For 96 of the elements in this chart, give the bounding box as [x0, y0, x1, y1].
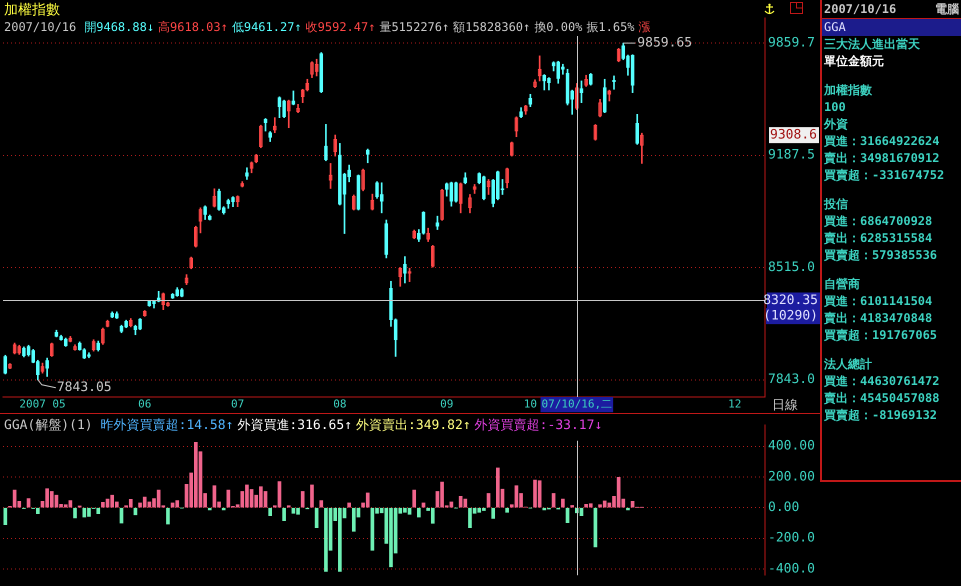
annotation: 漲 [638, 20, 651, 34]
x-tick-label: 06 [138, 397, 152, 410]
text: 買進：6864700928 [823, 213, 934, 230]
bar [588, 503, 593, 508]
chart-title: 加權指數 [4, 1, 60, 19]
bar [422, 502, 426, 508]
text: 買賣超：191767065 [823, 327, 938, 344]
y-tick-label: 400.00 [768, 438, 815, 454]
annotation: 昨外資買賣超:14.58↑ [100, 418, 234, 433]
y-tick-label: 0.00 [768, 500, 800, 516]
bar [282, 508, 286, 522]
text: 100 [823, 99, 847, 116]
annotation: 額15828360↑ [453, 20, 530, 34]
x-tick-label: 12 [728, 397, 742, 410]
bar [166, 508, 170, 524]
annotation: 低9461.27↑ [232, 20, 302, 34]
annotation: 9859.65 [637, 35, 692, 50]
bar [128, 499, 133, 508]
annotation: 7843.05 [56, 380, 112, 396]
text: 買賣超：-81969132 [823, 407, 938, 424]
x-tick-label: 2007 05 [19, 397, 66, 410]
y-tick-label: -200.0 [768, 530, 815, 546]
text: 投信 [822, 196, 849, 213]
bar [314, 508, 318, 528]
annotation: 外資買賣超:-33.17↓ [474, 418, 602, 433]
text: 自營商 [823, 276, 861, 293]
text: 2007/10/16 [824, 2, 896, 16]
bar [319, 500, 324, 508]
bar [561, 498, 565, 508]
annotation: (10290) [763, 308, 818, 324]
text: 單位金額元 [823, 53, 885, 70]
bar [73, 508, 77, 518]
bar [366, 492, 370, 508]
bar [477, 508, 482, 513]
text: GGA [822, 19, 961, 36]
bar [412, 490, 416, 508]
annotation: 量5152276↑ [379, 20, 450, 34]
text: 賣出：4183470848 [823, 310, 934, 327]
bar [310, 484, 314, 508]
bar [486, 493, 490, 508]
annotation: 外資買進:316.65↑ [237, 418, 352, 433]
bar [417, 508, 421, 518]
bar [594, 508, 598, 548]
y-tick-label: -400.0 [768, 561, 815, 576]
y-tick-label: 9859.7 [768, 35, 815, 50]
text: 法人總計 [823, 356, 873, 373]
annotation: 2007/10/16 [4, 20, 76, 34]
text: 買賣超：579385536 [823, 247, 938, 264]
bar [570, 505, 574, 508]
bar [175, 500, 180, 508]
text: 賣出：6285315584 [823, 230, 934, 247]
y-tick-label: 200.00 [768, 469, 815, 484]
text: 買進：6101141504 [823, 293, 934, 310]
x-tick-label: 10 [524, 397, 537, 410]
text: 買進：31664922624 [823, 133, 940, 150]
text: 9308.6 [770, 127, 817, 142]
x-tick-label: 08 [333, 397, 346, 410]
bar [491, 508, 496, 519]
bar [347, 502, 351, 508]
text: 電腦 [935, 0, 959, 18]
text: 三大法人進出當天 [823, 36, 921, 53]
bar [268, 508, 272, 516]
bar [566, 508, 570, 524]
annotation: 換0.00% [534, 20, 582, 34]
y-tick-label: 8515.0 [768, 260, 815, 275]
bar [430, 508, 435, 524]
y-tick-label: 7843.0 [768, 372, 815, 388]
annotation: 高9618.03↑ [158, 20, 228, 34]
annotation: 外資賣出:349.82↑ [356, 418, 471, 433]
bar [120, 508, 124, 524]
annotation: 開9468.88↓ [84, 20, 154, 34]
text: 外資 [822, 116, 849, 133]
x-tick-label: 09 [440, 397, 454, 410]
x-tick-label: 07 [231, 397, 244, 410]
text: 買進：44630761472 [823, 373, 940, 390]
bar [552, 493, 556, 508]
bar [3, 508, 8, 526]
bar [222, 508, 226, 510]
bar [626, 508, 630, 510]
chart-title: GGA(解盤)(1) [4, 418, 93, 433]
bar [26, 498, 30, 508]
text: 買賣超：-331674752 [823, 167, 946, 184]
y-tick-label: 9187.5 [768, 148, 815, 163]
bar [463, 498, 468, 508]
text: 賣出：45450457088 [823, 390, 940, 407]
bar [300, 491, 305, 508]
bar [134, 508, 138, 516]
annotation: 收9592.47↑ [306, 20, 376, 34]
bar [96, 508, 100, 514]
x-tick-label: 07/10/16,二 [542, 397, 612, 410]
text: 賣出：34981670912 [823, 150, 940, 167]
bar [208, 508, 212, 510]
bar [505, 508, 509, 513]
x-axis-title: 日線 [772, 397, 798, 414]
annotation: 振1.65% [586, 20, 635, 34]
text: 加權指數 [822, 82, 873, 99]
